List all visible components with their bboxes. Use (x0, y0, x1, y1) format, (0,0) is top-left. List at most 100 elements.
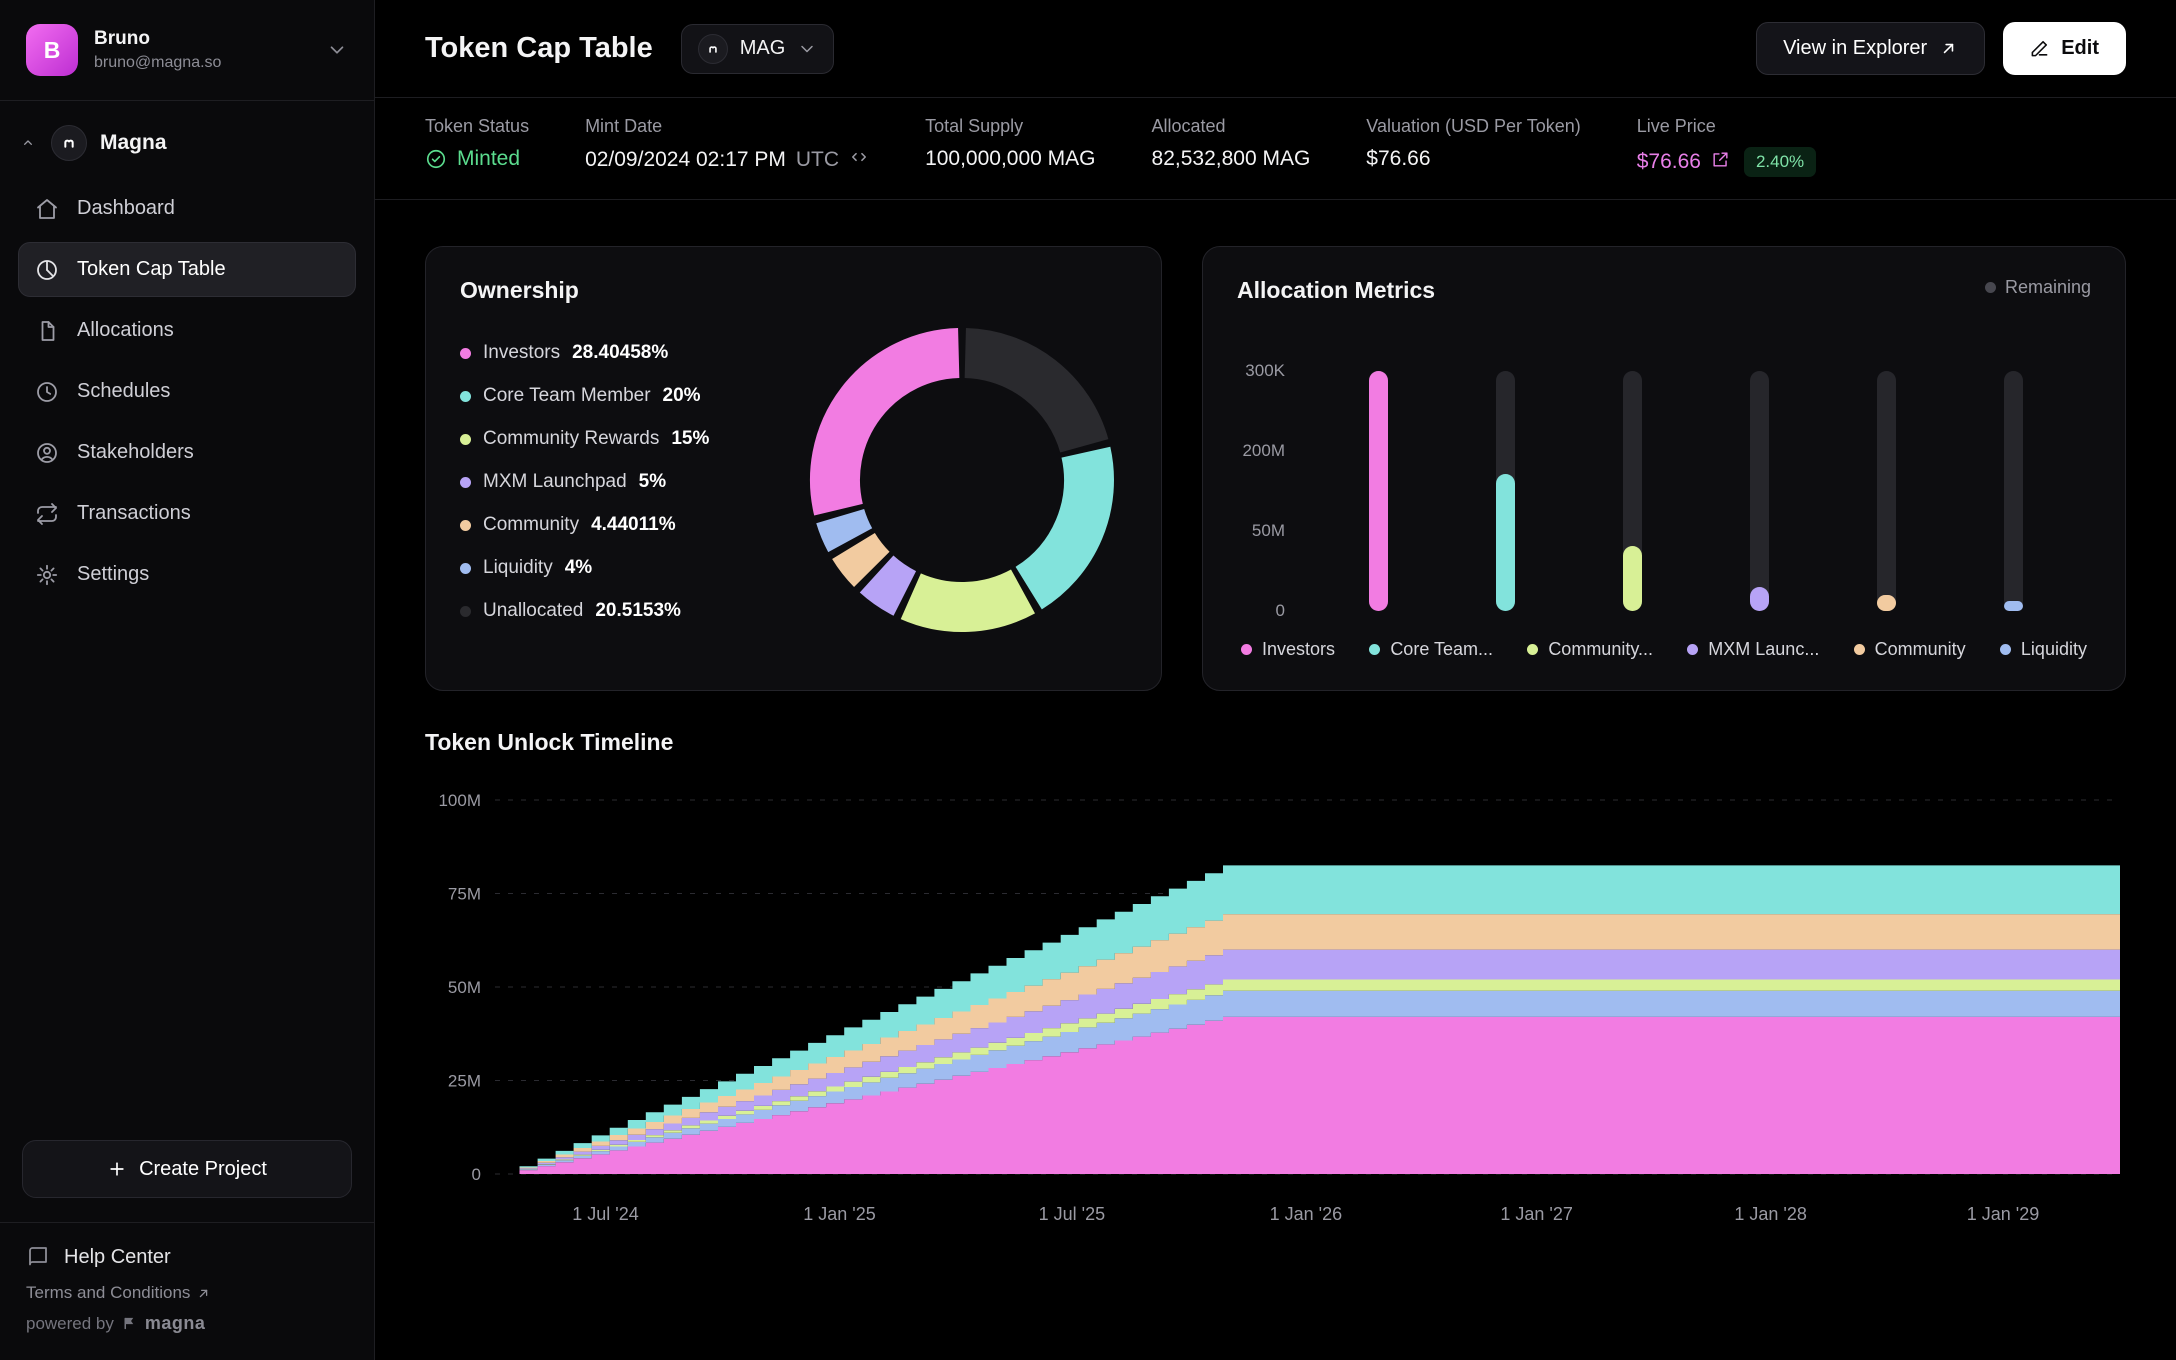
ownership-donut-chart (797, 315, 1127, 650)
code-icon-button[interactable] (849, 147, 869, 173)
sidebar-item-label: Settings (77, 563, 150, 585)
legend-label: Investors (1262, 639, 1336, 659)
remaining-label: Remaining (2004, 277, 2091, 297)
brand-wordmark: magna (144, 1313, 206, 1333)
user-name: Bruno (94, 28, 150, 49)
code-icon (852, 152, 867, 162)
svg-text:1 Jul '25: 1 Jul '25 (1039, 1204, 1105, 1224)
ownership-body: Investors 28.40458% Core Team Member 20% Com… (460, 312, 1127, 652)
sidebar-item-token-cap-table[interactable]: Token Cap Table (18, 242, 356, 297)
svg-text:1 Jul '24: 1 Jul '24 (572, 1204, 638, 1224)
file-icon (41, 320, 55, 341)
project-name: Magna (100, 131, 167, 154)
sidebar-item-allocations[interactable]: Allocations (18, 303, 356, 358)
cards-row: Ownership Investors 28.40458% Core Team Me… (375, 200, 2176, 691)
legend-dot (460, 433, 471, 445)
sidebar-item-label: Dashboard (77, 197, 175, 219)
allocation-bar (1877, 371, 1896, 611)
allocation-legend-item: Community (1853, 639, 1966, 660)
allocation-bar (2004, 371, 2023, 611)
stat-suffix: UTC (795, 148, 840, 171)
legend-dot (1999, 644, 2011, 655)
create-project-button[interactable]: Create Project (22, 1140, 352, 1198)
create-project-label: Create Project (139, 1157, 267, 1180)
legend-dot (1527, 644, 1539, 655)
sidebar-item-transactions[interactable]: Transactions (18, 486, 356, 541)
token-select[interactable]: MAG (680, 23, 835, 74)
view-in-explorer-button[interactable]: View in Explorer (1756, 22, 1986, 75)
legend-value: 4% (564, 557, 593, 578)
external-link-button[interactable] (1711, 150, 1730, 175)
magna-flag-icon (124, 1317, 134, 1330)
stat-value: 100,000,000 MAG (925, 147, 1096, 170)
svg-text:1 Jan '27: 1 Jan '27 (1500, 1204, 1573, 1224)
legend-label: Core Team... (1390, 639, 1494, 659)
legend-dot (460, 390, 471, 402)
captable-icon (37, 259, 57, 280)
legend-dot (460, 476, 471, 488)
edit-button[interactable]: Edit (2003, 22, 2126, 75)
svg-text:75M: 75M (448, 885, 481, 904)
svg-text:1 Jan '29: 1 Jan '29 (1967, 1204, 2040, 1224)
legend-label: Core Team Member (483, 385, 651, 406)
allocation-bar-fill (1750, 587, 1769, 611)
legend-label: Liquidity (2020, 639, 2087, 659)
stat-valuation-usd-per-token-: Valuation (USD Per Token) $76.66 (1366, 116, 1580, 177)
svg-text:1 Jan '26: 1 Jan '26 (1270, 1204, 1343, 1224)
legend-label: Community Rewards (483, 428, 660, 449)
powered-by-label: powered by (26, 1313, 114, 1333)
allocation-metrics-header: Allocation Metrics Remaining (1237, 277, 2091, 304)
stat-value: 82,532,800 MAG (1151, 147, 1311, 170)
arrow-up-right-icon (200, 1289, 208, 1297)
stat-total-supply: Total Supply 100,000,000 MAG (925, 116, 1095, 177)
project-switcher: Magna (0, 101, 374, 173)
user-meta: Bruno bruno@magna.so (94, 28, 310, 72)
legend-label: Community (483, 514, 580, 535)
stat-mint-date: Mint Date 02/09/2024 02:17 PM UTC (585, 116, 869, 177)
allocation-y-axis: 300K 200M 50M 0 (1237, 361, 1301, 620)
sidebar-item-settings[interactable]: Settings (18, 547, 356, 602)
stat-allocated: Allocated 82,532,800 MAG (1152, 116, 1311, 177)
terms-link[interactable]: Terms and Conditions (26, 1283, 211, 1303)
allocation-bar (1369, 371, 1388, 611)
sidebar-item-label: Token Cap Table (77, 258, 226, 280)
token-unlock-timeline: Token Unlock Timeline 100M 75M 50M 25M 0 1 Ju… (375, 691, 2176, 1247)
allocation-legend-item: Community... (1527, 639, 1653, 660)
stat-label: Total Supply (925, 116, 1024, 136)
ownership-legend-item: Core Team Member 20% (460, 385, 781, 407)
clock-icon (37, 381, 57, 402)
header-actions: View in Explorer Edit (1756, 22, 2126, 75)
ownership-card: Ownership Investors 28.40458% Core Team Me… (425, 246, 1162, 691)
collapse-icon[interactable] (18, 133, 38, 153)
legend-dot (1853, 644, 1865, 655)
ownership-legend-item: Liquidity 4% (460, 557, 781, 579)
allocation-bar-fill (1877, 595, 1896, 611)
help-center-link[interactable]: Help Center (0, 1223, 374, 1277)
stat-label: Live Price (1636, 116, 1716, 136)
legend-value: 28.40458% (572, 342, 669, 363)
sidebar-item-label: Transactions (77, 502, 191, 524)
svg-text:25M: 25M (448, 1072, 481, 1091)
ownership-legend-item: Unallocated 20.5153% (460, 600, 781, 622)
page-header: Token Cap Table MAG View in Explorer Edi… (375, 0, 2176, 97)
plus-icon (110, 1162, 124, 1176)
sidebar-item-schedules[interactable]: Schedules (18, 364, 356, 419)
sidebar: B Bruno bruno@magna.so Magna Dashboard To… (0, 0, 375, 1360)
remaining-legend: Remaining (1984, 277, 2091, 298)
chevron-down-icon (330, 46, 344, 54)
stat-label: Token Status (425, 116, 530, 136)
ownership-title: Ownership (460, 277, 579, 303)
sidebar-item-stakeholders[interactable]: Stakeholders (18, 425, 356, 480)
allocation-metrics-title: Allocation Metrics (1237, 277, 1436, 303)
ext-icon (1713, 151, 1728, 167)
legend-label: Investors (483, 342, 561, 363)
edit-label: Edit (2061, 37, 2099, 59)
powered-by: powered by magna (26, 1313, 348, 1334)
stat-label: Valuation (USD Per Token) (1366, 116, 1581, 136)
spacer (0, 602, 374, 1140)
sidebar-item-dashboard[interactable]: Dashboard (18, 181, 356, 236)
legend-dot (1241, 644, 1252, 655)
stat-live-price: Live Price $76.66 2.40% (1636, 116, 1817, 177)
user-menu[interactable]: B Bruno bruno@magna.so (0, 0, 374, 100)
stat-label: Allocated (1151, 116, 1226, 136)
